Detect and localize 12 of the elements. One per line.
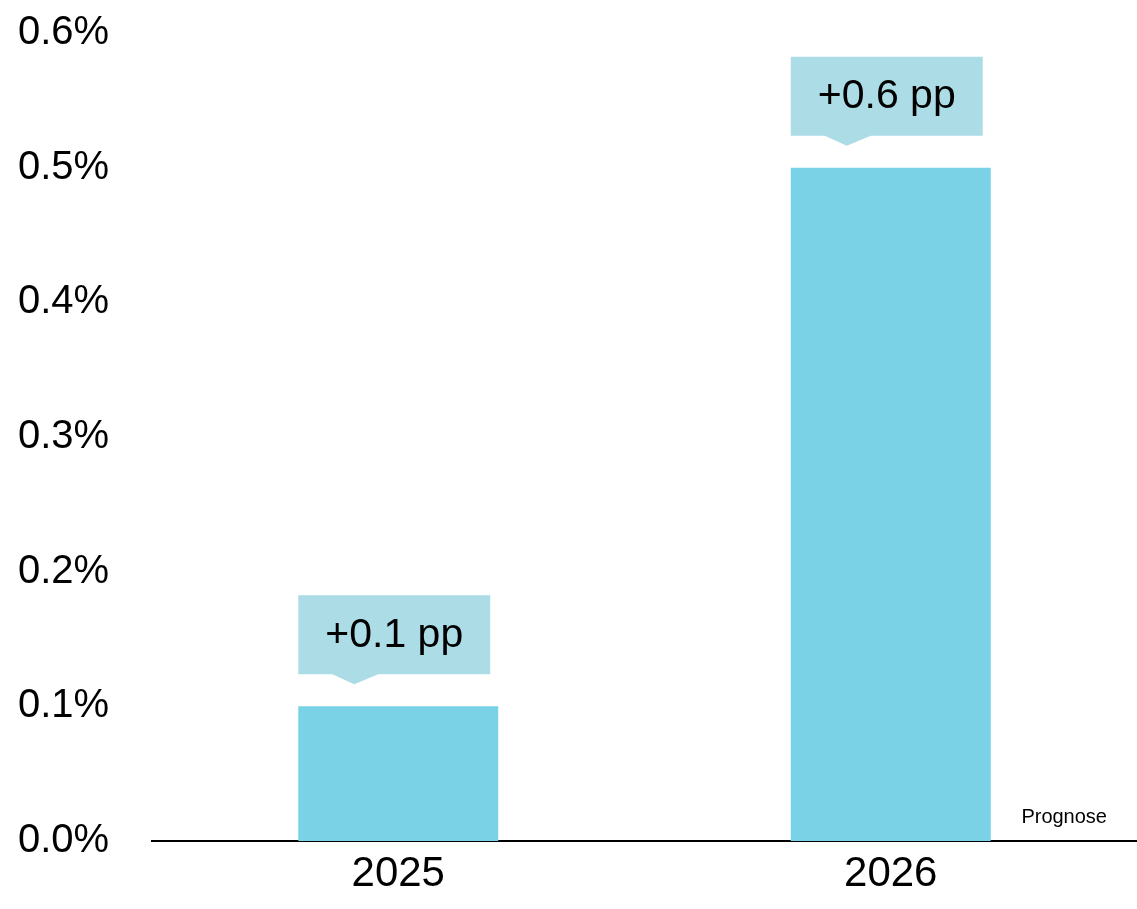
y-tick-label: 0.6%	[18, 8, 110, 53]
annotation: +0.1 pp	[325, 610, 464, 657]
y-tick-label: 0.3%	[18, 412, 110, 457]
annotation: Prognose	[1021, 804, 1107, 827]
y-tick-label: 0.5%	[18, 142, 110, 187]
annotation: +0.6 pp	[817, 71, 956, 118]
x-tick-label: 2025	[351, 847, 445, 895]
y-tick-label: 0.4%	[18, 277, 110, 322]
y-tick-label: 0.0%	[18, 816, 110, 861]
y-tick-label: 0.2%	[18, 546, 110, 591]
y-tick-label: 0.1%	[18, 681, 110, 726]
x-tick-label: 2026	[844, 847, 938, 895]
